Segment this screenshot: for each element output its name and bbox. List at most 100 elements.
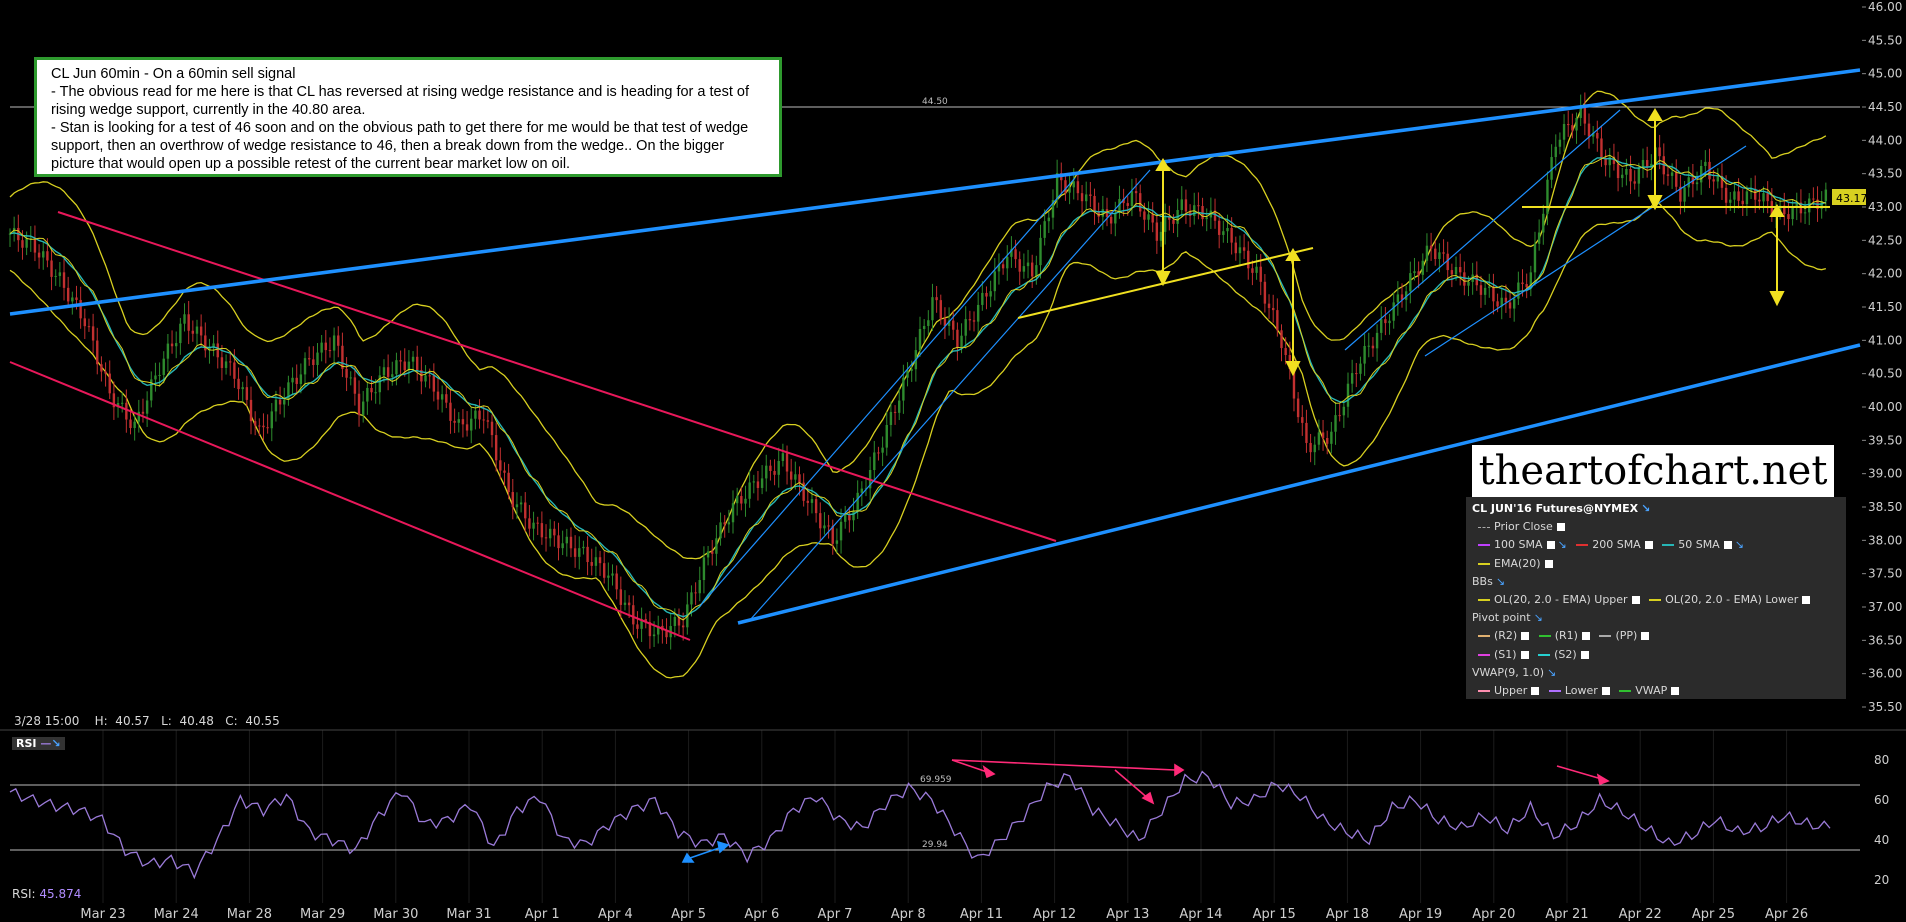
candle-body xyxy=(1334,415,1337,432)
candle-body xyxy=(1388,320,1391,324)
candle-body xyxy=(1749,188,1753,192)
bbs-settings-icon[interactable]: ↘ xyxy=(1495,574,1506,588)
date-tick-label: Mar 31 xyxy=(446,907,491,922)
candle-body xyxy=(150,379,153,401)
candle-body xyxy=(1026,262,1030,267)
candle-body xyxy=(245,387,249,400)
candle-body xyxy=(1139,193,1142,212)
candle-body xyxy=(125,402,128,420)
date-tick-label: Apr 13 xyxy=(1106,907,1149,922)
price-tick-label: 36.00 xyxy=(1868,667,1902,681)
legend-settings-icon[interactable]: ↘ xyxy=(1641,502,1651,515)
candle-body xyxy=(1612,156,1616,164)
prior-close-checkbox[interactable] xyxy=(1556,523,1565,532)
candle-body xyxy=(1496,301,1499,307)
last-price-label: 43.17 xyxy=(1836,192,1868,205)
candle-body xyxy=(1197,205,1200,207)
sma50-checkbox[interactable] xyxy=(1723,541,1732,550)
candle-body xyxy=(457,419,460,423)
candle-body xyxy=(1043,221,1046,238)
sma200-checkbox[interactable] xyxy=(1644,541,1653,550)
candle-body xyxy=(1280,330,1283,349)
candle-body xyxy=(299,374,303,384)
candle-body xyxy=(424,375,427,382)
candle-body xyxy=(449,402,452,421)
r2-checkbox[interactable] xyxy=(1521,632,1530,641)
rsi-tag[interactable]: RSI —↘ xyxy=(12,737,65,750)
candle-body xyxy=(1571,125,1574,131)
r1-checkbox[interactable] xyxy=(1581,632,1590,641)
candle-body xyxy=(1134,191,1138,194)
rising-channel-line-1 xyxy=(699,177,1076,607)
candle-body xyxy=(274,399,278,412)
candle-body xyxy=(636,624,639,629)
vwap-upper-checkbox[interactable] xyxy=(1531,686,1540,695)
candle-body xyxy=(727,522,731,525)
candle-body xyxy=(735,496,739,504)
candle-body xyxy=(1716,176,1720,182)
ema-checkbox[interactable] xyxy=(1544,559,1553,568)
candle-body xyxy=(993,271,996,292)
sma50-settings-icon[interactable]: ↘ xyxy=(1734,538,1744,552)
price-tick-label: 43.00 xyxy=(1868,200,1902,214)
candle-body xyxy=(1658,147,1661,157)
rsi-divergence-arrows xyxy=(951,759,1610,805)
legend-bb-upper: OL(20, 2.0 - EMA) Upper xyxy=(1494,592,1628,606)
candle-body xyxy=(1409,273,1412,292)
candle-body xyxy=(553,528,556,536)
candle-body xyxy=(328,350,332,352)
candle-body xyxy=(71,297,74,302)
candle-body xyxy=(50,260,53,277)
candle-body xyxy=(781,453,785,461)
note-line-1: - The obvious read for me here is that C… xyxy=(51,84,749,118)
candle-body xyxy=(291,377,294,383)
candle-body xyxy=(715,538,718,554)
candle-body xyxy=(1085,194,1088,202)
s2-checkbox[interactable] xyxy=(1580,650,1589,659)
candle-body xyxy=(960,335,963,348)
price-tick-label: 42.00 xyxy=(1868,267,1902,281)
candle-body xyxy=(1591,132,1595,137)
candle-body xyxy=(1413,271,1416,274)
bb-upper-checkbox[interactable] xyxy=(1631,595,1640,604)
candle-body xyxy=(1467,281,1470,286)
candle-body xyxy=(1047,217,1051,222)
pp-checkbox[interactable] xyxy=(1641,632,1650,641)
candle-body xyxy=(1699,165,1703,183)
vwap-upper-swatch xyxy=(1478,689,1490,692)
candle-body xyxy=(1666,174,1670,176)
candle-body xyxy=(303,358,307,375)
sma100-settings-icon[interactable]: ↘ xyxy=(1557,538,1567,552)
candle-body xyxy=(1679,186,1682,202)
candle-body xyxy=(910,369,913,371)
analysis-note: CL Jun 60min - On a 60min sell signal - … xyxy=(34,57,782,177)
candle-body xyxy=(1824,189,1828,202)
s1-swatch xyxy=(1478,653,1490,656)
date-tick-label: Apr 14 xyxy=(1179,907,1222,922)
s1-checkbox[interactable] xyxy=(1520,650,1529,659)
candle-body xyxy=(1475,274,1479,286)
candle-body xyxy=(316,352,319,365)
sma100-checkbox[interactable] xyxy=(1546,541,1555,550)
candle-body xyxy=(474,410,477,419)
candle-body xyxy=(1184,199,1188,212)
candle-body xyxy=(175,343,178,347)
bb-lower-checkbox[interactable] xyxy=(1802,595,1811,604)
rising-channel-line-4 xyxy=(1424,145,1747,357)
candle-body xyxy=(540,523,544,538)
vwap-checkbox[interactable] xyxy=(1671,686,1680,695)
candle-body xyxy=(769,465,772,471)
vwap-settings-icon[interactable]: ↘ xyxy=(1547,665,1557,679)
candle-body xyxy=(1230,227,1233,243)
candle-body xyxy=(199,326,203,336)
pivot-settings-icon[interactable]: ↘ xyxy=(1533,611,1543,625)
rsi-tick-label: 40 xyxy=(1874,833,1889,847)
candle-body xyxy=(357,393,361,415)
candle-body xyxy=(237,378,240,390)
candle-body xyxy=(1089,194,1092,196)
date-tick-label: Mar 29 xyxy=(300,907,345,922)
vwap-lower-checkbox[interactable] xyxy=(1601,686,1610,695)
candle-body xyxy=(1350,373,1354,384)
candle-body xyxy=(1754,188,1757,200)
candle-body xyxy=(723,522,726,525)
